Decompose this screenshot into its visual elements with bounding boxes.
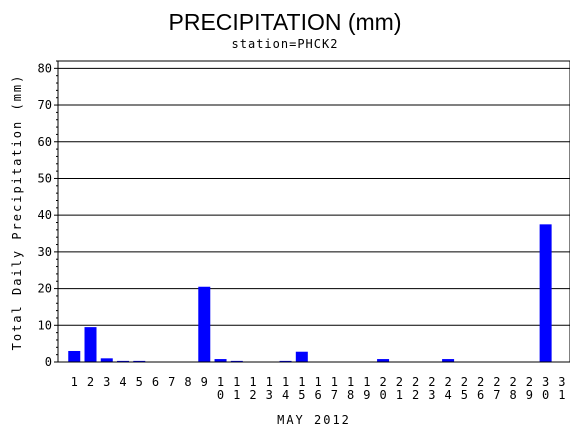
y-tick-label: 70 [38,98,52,112]
bar-day-20 [377,359,390,362]
bars [68,224,552,362]
bar-day-2 [84,327,97,362]
y-tick-label: 60 [38,135,52,149]
chart-subtitle: station=PHCK2 [232,37,339,51]
bar-day-14 [279,360,292,362]
bar-day-4 [117,360,130,362]
y-tick-label: 40 [38,208,52,222]
bar-day-24 [442,359,455,362]
y-tick-label: 80 [38,61,52,75]
bar-day-1 [68,350,81,362]
x-tick-label-7: 7 [168,375,175,389]
x-axis-label: MAY 2012 [277,413,351,427]
x-tick-label-6: 6 [152,375,159,389]
x-axis-tick-labels: 1 2 3 4 5 6 7 8 9 1 01 11 21 31 41 51 61 71 81 92 02 12 22 32 42… [71,375,566,402]
y-tick-label: 10 [38,318,52,332]
x-tick-label-2: 2 [87,375,94,389]
x-tick-label-1: 1 [71,375,78,389]
bar-day-30 [539,224,552,362]
bar-day-5 [133,360,146,362]
x-tick-label-9: 9 [201,375,208,389]
x-tick-label-8: 8 [184,375,191,389]
plot-area-frame [57,60,570,363]
y-axis-label: Total Daily Precipitation (mm) [10,74,24,351]
x-tick-label-5: 5 [136,375,143,389]
y-axis-tick-labels: 0 10 20 30 40 50 60 70 80 [38,61,52,369]
bar-day-3 [100,358,113,362]
bar-day-9 [198,286,211,362]
bar-day-15 [295,351,308,362]
x-tick-label-3: 3 [103,375,110,389]
bar-day-10 [214,359,227,362]
y-tick-label: 0 [45,355,52,369]
x-tick-label-4: 4 [119,375,126,389]
y-axis-ticks [54,60,58,363]
y-tick-label: 20 [38,282,52,296]
y-tick-label: 30 [38,245,52,259]
y-tick-label: 50 [38,171,52,185]
chart-title: PRECIPITATION (mm) [169,9,402,35]
gridlines [58,67,570,326]
bar-day-11 [230,360,243,362]
